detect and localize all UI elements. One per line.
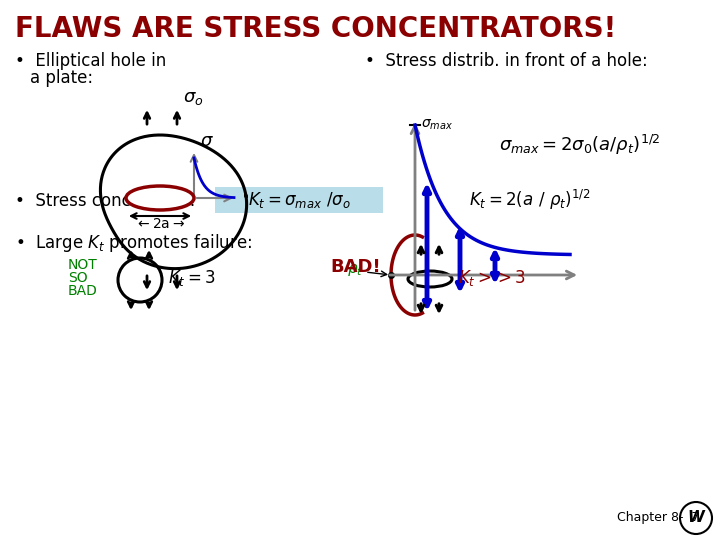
Ellipse shape: [408, 271, 452, 287]
Text: $\sigma_{max}$: $\sigma_{max}$: [421, 118, 453, 132]
Text: •  Large $K_t$ promotes failure:: • Large $K_t$ promotes failure:: [15, 232, 252, 254]
Text: a plate:: a plate:: [30, 69, 93, 87]
Text: $K_t>>3$: $K_t>>3$: [458, 268, 526, 288]
Text: SO: SO: [68, 271, 88, 285]
Text: •  Elliptical hole in: • Elliptical hole in: [15, 52, 166, 70]
Text: $K_t = \sigma_{max}\ /\sigma_o$: $K_t = \sigma_{max}\ /\sigma_o$: [248, 190, 351, 210]
Text: BAD!: BAD!: [330, 258, 381, 276]
Text: FLAWS ARE STRESS CONCENTRATORS!: FLAWS ARE STRESS CONCENTRATORS!: [15, 15, 616, 43]
Text: $\leftarrow$2a$\rightarrow$: $\leftarrow$2a$\rightarrow$: [135, 217, 185, 231]
Text: •  Stress distrib. in front of a hole:: • Stress distrib. in front of a hole:: [365, 52, 648, 70]
Text: $\sigma$: $\sigma$: [200, 132, 214, 150]
Text: W: W: [688, 510, 704, 525]
Text: NOT: NOT: [68, 258, 98, 272]
Text: $K_t = 2(a\ /\ \rho_t)^{1/2}$: $K_t = 2(a\ /\ \rho_t)^{1/2}$: [469, 188, 590, 212]
Text: Chapter 8-  7: Chapter 8- 7: [617, 511, 700, 524]
Text: BAD: BAD: [68, 284, 98, 298]
Text: $\rho_t$: $\rho_t$: [347, 262, 363, 278]
Ellipse shape: [126, 186, 194, 210]
Text: $\sigma_{max}=2\sigma_0(a/\rho_t)^{1/2}$: $\sigma_{max}=2\sigma_0(a/\rho_t)^{1/2}$: [499, 133, 661, 157]
Text: •  Stress conc. factor:: • Stress conc. factor:: [15, 192, 195, 210]
FancyBboxPatch shape: [215, 187, 383, 213]
Text: $K_t=3$: $K_t=3$: [168, 268, 215, 288]
Text: $\sigma_o$: $\sigma_o$: [183, 89, 204, 107]
